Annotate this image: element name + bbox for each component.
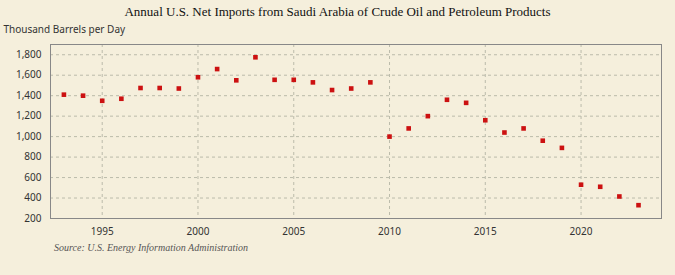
html-text:Annual U.S. Net Imports from S: Annual U.S. Net Imports from Saudi Arabi… — [124, 4, 551, 19]
html-text:Source: U.S. Energy Informatio: Source: U.S. Energy Information Administ… — [54, 242, 249, 253]
svg-text:2000: 2000 — [187, 224, 210, 238]
svg-text:1,000: 1,000 — [16, 129, 42, 143]
svg-text:800: 800 — [24, 149, 41, 163]
svg-text:1995: 1995 — [91, 224, 114, 238]
svg-text:2015: 2015 — [474, 224, 497, 238]
svg-text:2005: 2005 — [282, 224, 305, 238]
svg-text:1,200: 1,200 — [16, 108, 42, 122]
svg-text:200: 200 — [24, 211, 41, 225]
svg-text:400: 400 — [24, 190, 41, 204]
svg-text:2010: 2010 — [378, 224, 401, 238]
svg-text:600: 600 — [24, 170, 41, 184]
svg-text:1,400: 1,400 — [16, 88, 42, 102]
svg-text:Thousand Barrels per Day: Thousand Barrels per Day — [4, 22, 127, 36]
svg-text:1,600: 1,600 — [16, 67, 42, 81]
svg-text:2020: 2020 — [570, 224, 593, 238]
svg-text:1,800: 1,800 — [16, 47, 42, 61]
